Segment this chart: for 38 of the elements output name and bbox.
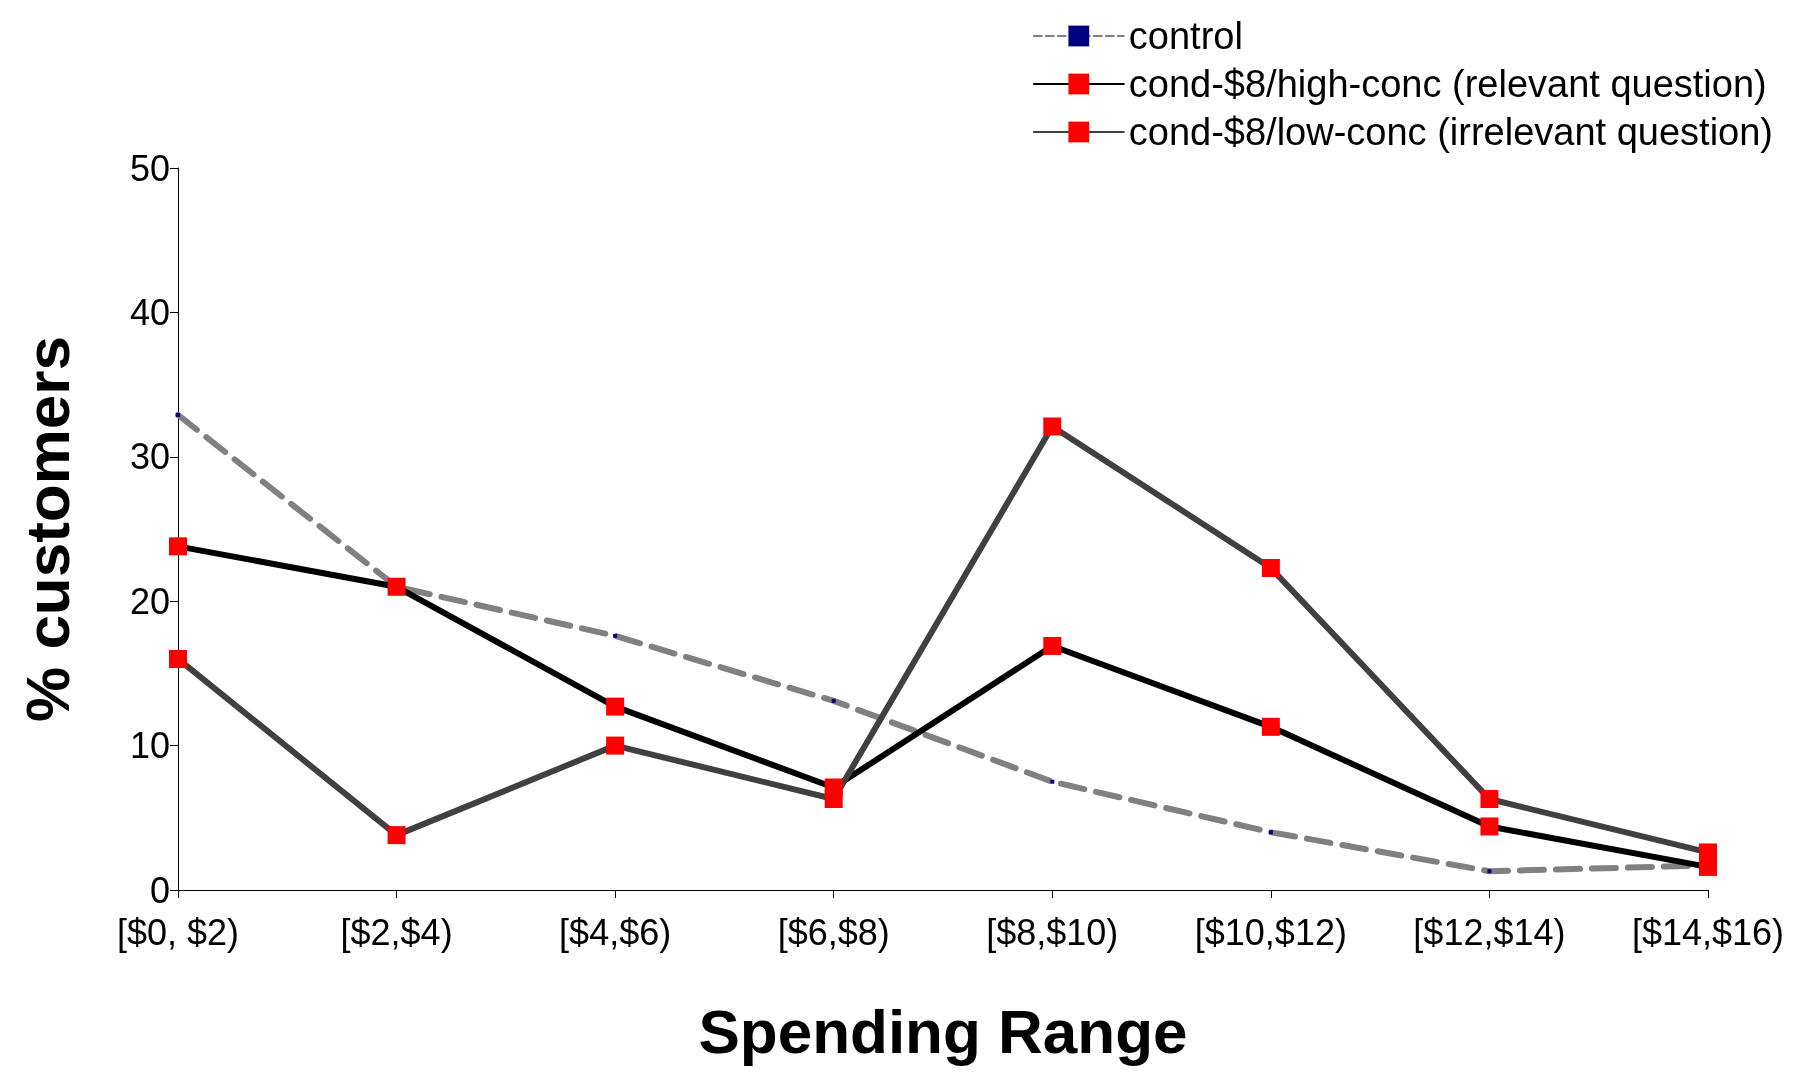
point [169, 649, 187, 668]
legend-label: cond-$8/low-conc (irrelevant question) [1128, 111, 1773, 153]
point [824, 790, 843, 809]
y-tick-label: 40 [129, 291, 170, 333]
point [606, 697, 625, 716]
point [1043, 417, 1062, 436]
point [1480, 790, 1499, 809]
y-tick-label: 0 [149, 869, 170, 911]
point [169, 537, 187, 556]
x-tick-label: [$6,$8) [777, 911, 890, 953]
x-tick-label: [$14,$16) [1631, 911, 1785, 953]
point [176, 412, 180, 417]
legend-label: cond-$8/high-conc (relevant question) [1128, 63, 1767, 105]
x-tick-label: [$8,$10) [986, 911, 1119, 953]
x-tick-label: [$10,$12) [1194, 911, 1347, 953]
point [1487, 869, 1492, 874]
x-tick-label: [$4,$6) [559, 911, 672, 953]
y-tick-label: 10 [129, 725, 170, 767]
point [1261, 717, 1280, 736]
x-tick-label: [$0, $2) [116, 911, 240, 953]
point [606, 736, 625, 755]
x-tick-label: [$2,$4) [340, 911, 453, 953]
point [1050, 779, 1055, 784]
y-tick-label: 30 [129, 436, 170, 478]
y-tick-label: 50 [129, 147, 170, 189]
legend-label: control [1128, 15, 1243, 57]
point [1043, 636, 1062, 655]
point [387, 577, 406, 596]
y-axis-title: % customers [12, 336, 82, 722]
point [613, 633, 618, 638]
point [387, 826, 406, 845]
x-tick-label: [$12,$14) [1413, 911, 1566, 953]
y-tick-label: 20 [129, 580, 170, 622]
x-axis-title: Spending Range [698, 996, 1188, 1066]
point [1480, 817, 1499, 836]
point [831, 698, 836, 703]
point [1261, 558, 1280, 577]
point [1268, 830, 1273, 835]
